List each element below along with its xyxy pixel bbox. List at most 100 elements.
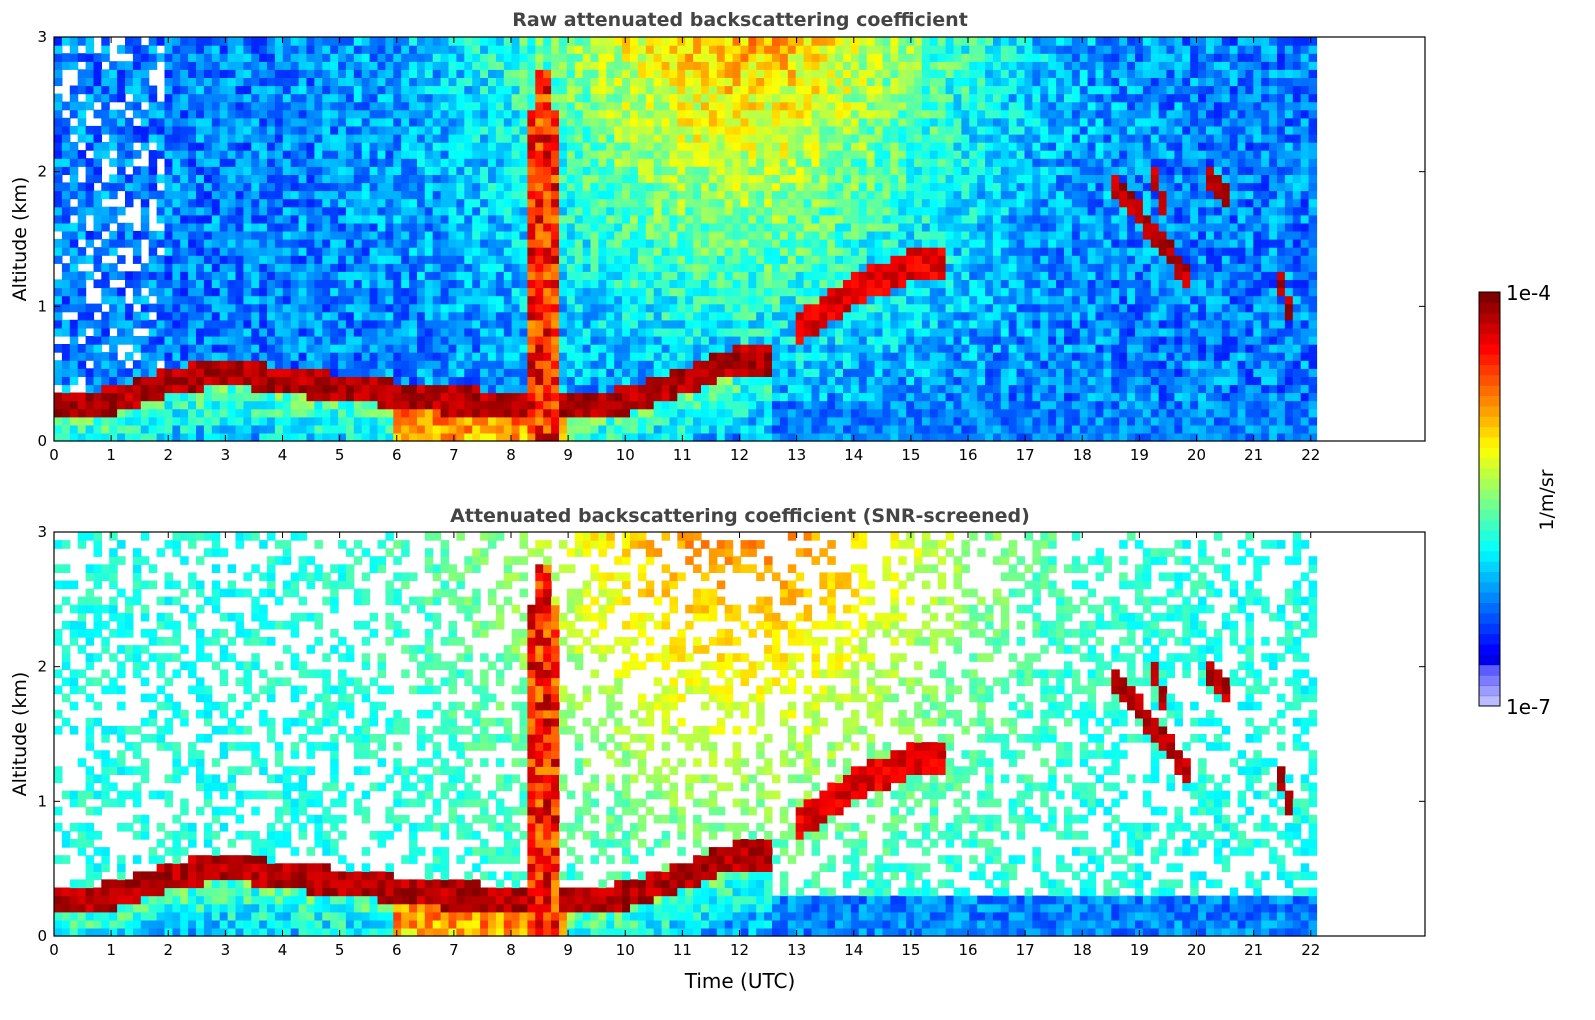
heatmap-cell [748, 368, 757, 377]
heatmap-cell [393, 174, 402, 184]
heatmap-cell [251, 416, 260, 426]
heatmap-cell [417, 182, 426, 192]
heatmap-cell [622, 408, 631, 418]
heatmap-cell [480, 150, 489, 159]
heatmap-cell [835, 190, 844, 200]
heatmap-cell [148, 182, 158, 192]
heatmap-cell [211, 69, 221, 78]
heatmap-cell [637, 53, 647, 62]
heatmap-cell [401, 85, 410, 95]
heatmap-cell [740, 206, 749, 216]
heatmap-cell [724, 190, 734, 200]
heatmap-cell [827, 61, 836, 70]
heatmap-cell [251, 384, 260, 394]
heatmap-cell [637, 384, 647, 394]
heatmap-cell [653, 344, 663, 353]
heatmap-cell [661, 37, 671, 46]
heatmap-cell [732, 150, 742, 159]
heatmap-cell [598, 125, 607, 135]
heatmap-cell [69, 408, 79, 418]
heatmap-cell [417, 255, 426, 264]
heatmap-cell [582, 255, 592, 264]
heatmap-cell [693, 303, 702, 313]
heatmap-cell [701, 206, 710, 216]
heatmap-cell [385, 230, 394, 240]
heatmap-cell [535, 142, 544, 151]
heatmap-cell [61, 287, 71, 297]
heatmap-cell [401, 142, 410, 151]
heatmap-cell [219, 174, 229, 184]
heatmap-cell [251, 125, 260, 135]
heatmap-cell [409, 336, 418, 345]
heatmap-cell [850, 376, 860, 386]
heatmap-cell [188, 336, 197, 345]
heatmap-cell [385, 263, 394, 272]
heatmap-cell [850, 230, 860, 240]
heatmap-cell [440, 311, 450, 321]
heatmap-cell [219, 230, 229, 240]
heatmap-cell [779, 416, 789, 426]
heatmap-cell [811, 37, 820, 46]
heatmap-cell [803, 239, 813, 248]
heatmap-cell [819, 384, 828, 394]
heatmap-cell [708, 344, 718, 353]
heatmap-cell [424, 287, 434, 297]
heatmap-cell [622, 255, 631, 264]
heatmap-cell [188, 287, 197, 297]
heatmap-cell [559, 230, 568, 240]
heatmap-cell [756, 311, 765, 321]
heatmap-cell [282, 303, 292, 313]
heatmap-cell [527, 117, 536, 127]
heatmap-cell [511, 247, 521, 256]
heatmap-cell [748, 198, 757, 208]
heatmap-cell [322, 384, 331, 394]
heatmap-cell [314, 101, 323, 111]
heatmap-cell [622, 336, 631, 345]
heatmap-cell [401, 295, 410, 305]
heatmap-cell [843, 174, 852, 184]
heatmap-cell [377, 352, 386, 361]
heatmap-cell [464, 190, 473, 200]
heatmap-cell [598, 432, 607, 442]
heatmap-cell [282, 222, 292, 232]
heatmap-cell [109, 287, 118, 297]
heatmap-cell [117, 295, 126, 305]
heatmap-cell [677, 384, 686, 394]
heatmap-cell [235, 174, 244, 184]
heatmap-cell [322, 360, 331, 369]
heatmap-cell [827, 101, 836, 111]
heatmap-cell [748, 336, 757, 345]
heatmap-cell [85, 230, 95, 240]
heatmap-cell [685, 109, 694, 119]
heatmap-cell [164, 255, 173, 264]
heatmap-cell [740, 303, 749, 313]
heatmap-cell [566, 117, 576, 127]
heatmap-cell [132, 101, 142, 111]
heatmap-cell [77, 392, 87, 402]
heatmap-cell [574, 392, 584, 402]
heatmap-cell [606, 134, 615, 143]
heatmap-cell [314, 368, 323, 377]
heatmap-cell [196, 53, 205, 62]
heatmap-cell [77, 416, 87, 426]
heatmap-cell [779, 400, 789, 410]
heatmap-cell [685, 287, 694, 297]
heatmap-cell [701, 134, 710, 143]
heatmap-cell [708, 45, 718, 54]
heatmap-cell [637, 222, 647, 232]
heatmap-cell [843, 109, 852, 119]
heatmap-cell [551, 263, 560, 272]
heatmap-cell [543, 287, 552, 297]
heatmap-cell [574, 368, 584, 377]
heatmap-cell [835, 61, 844, 70]
heatmap-cell [590, 190, 599, 200]
heatmap-cell [661, 142, 671, 151]
heatmap-cell [219, 117, 229, 127]
heatmap-cell [606, 360, 615, 369]
heatmap-cell [132, 319, 142, 329]
heatmap-cell [361, 166, 371, 175]
heatmap-cell [156, 239, 166, 248]
heatmap-cell [630, 222, 639, 232]
heatmap-cell [385, 101, 394, 111]
